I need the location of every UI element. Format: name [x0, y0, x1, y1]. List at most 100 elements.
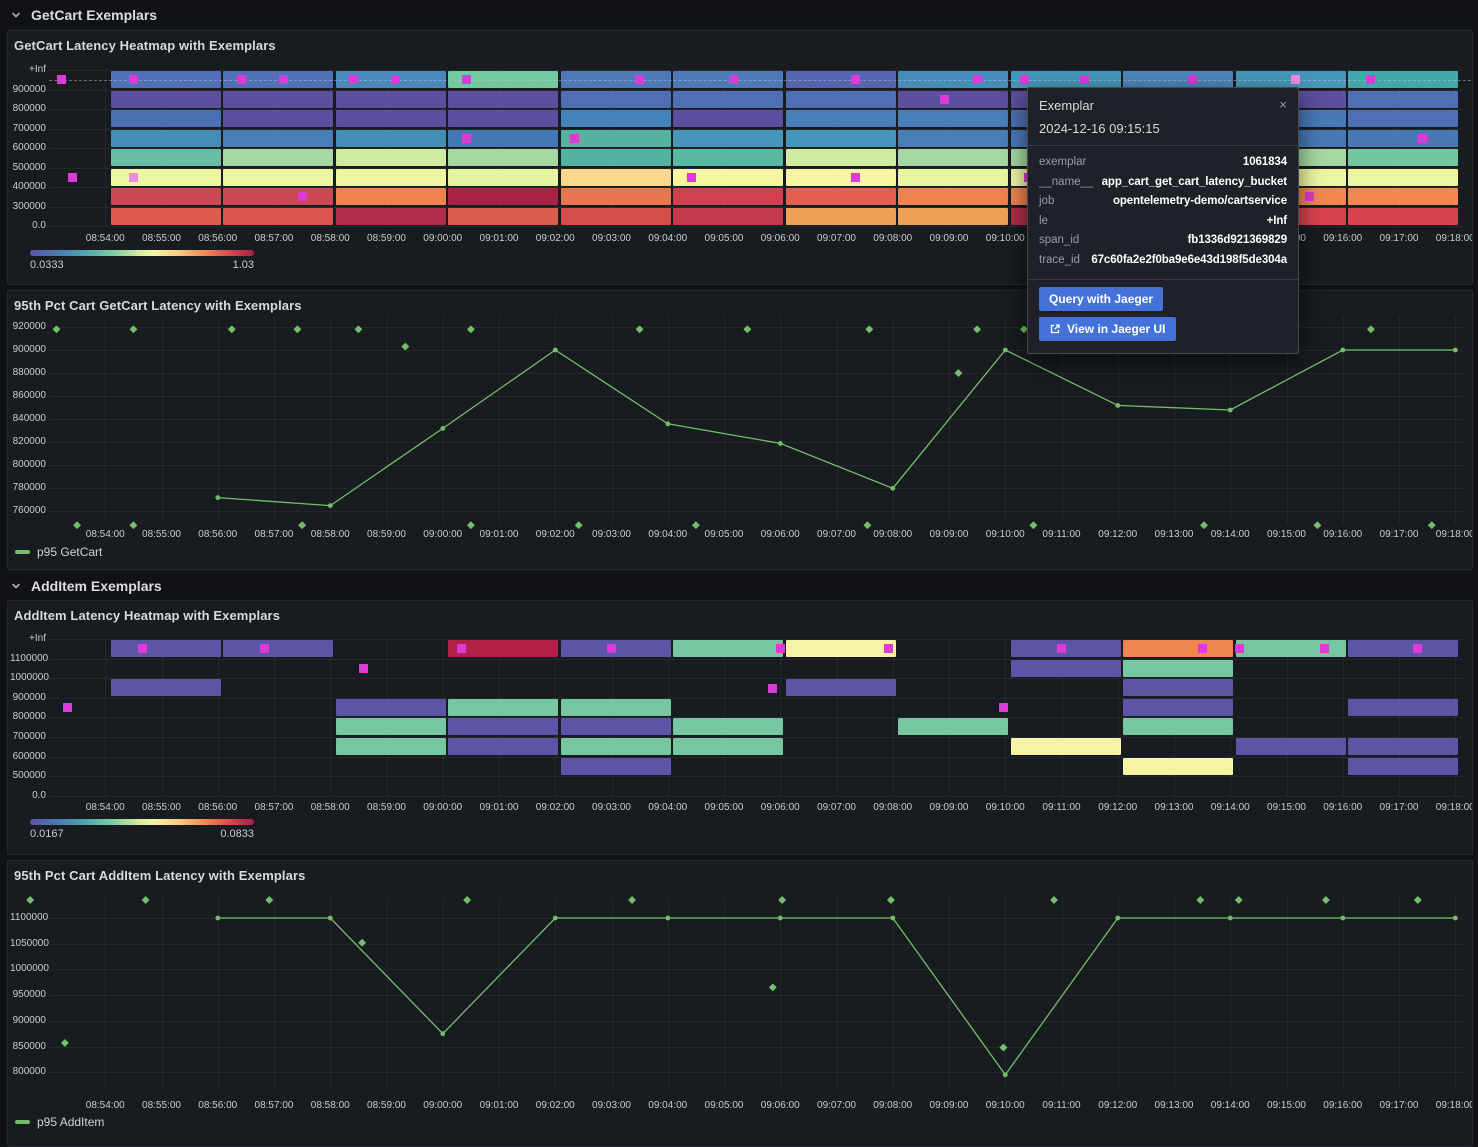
exemplar-diamond-marker[interactable]	[73, 521, 82, 530]
exemplar-diamond-marker[interactable]	[691, 521, 700, 530]
exemplar-marker[interactable]	[768, 683, 778, 693]
exemplar-marker[interactable]	[1197, 644, 1207, 654]
exemplar-marker[interactable]	[128, 172, 138, 182]
exemplar-marker[interactable]	[391, 75, 401, 85]
exemplar-diamond-marker[interactable]	[1234, 896, 1243, 904]
exemplar-marker[interactable]	[349, 75, 359, 85]
exemplar-marker[interactable]	[883, 644, 893, 654]
exemplar-diamond-marker[interactable]	[129, 325, 138, 334]
exemplar-marker[interactable]	[297, 192, 307, 202]
exemplar-diamond-marker[interactable]	[1196, 896, 1205, 904]
legend-label-p95-getcart[interactable]: p95 GetCart	[37, 545, 103, 559]
exemplar-diamond-marker[interactable]	[1413, 896, 1422, 904]
exemplar-diamond-marker[interactable]	[1200, 521, 1208, 530]
exemplar-diamond-marker[interactable]	[466, 325, 475, 334]
chevron-down-icon[interactable]	[10, 580, 22, 592]
row-header-additem[interactable]: AddItem Exemplars	[10, 576, 162, 596]
exemplar-marker[interactable]	[461, 75, 471, 85]
view-in-jaeger-ui-button[interactable]: View in Jaeger UI	[1039, 317, 1176, 341]
exemplar-marker[interactable]	[457, 644, 466, 654]
exemplar-diamond-marker[interactable]	[886, 896, 895, 904]
exemplar-marker[interactable]	[1291, 75, 1301, 85]
exemplar-diamond-marker[interactable]	[768, 983, 777, 992]
exemplar-marker[interactable]	[569, 133, 579, 143]
exemplar-marker[interactable]	[686, 172, 696, 182]
panel-title[interactable]: 95th Pct Cart GetCart Latency with Exemp…	[14, 298, 302, 313]
exemplar-marker[interactable]	[56, 75, 66, 85]
exemplar-marker[interactable]	[939, 94, 949, 104]
legend[interactable]: p95 GetCart	[15, 545, 102, 559]
exemplar-marker[interactable]	[1413, 644, 1423, 654]
exemplar-marker[interactable]	[728, 75, 738, 85]
exemplar-marker[interactable]	[1319, 644, 1329, 654]
exemplar-diamond-marker[interactable]	[52, 325, 61, 334]
exemplar-marker[interactable]	[260, 644, 270, 654]
legend[interactable]: p95 AddItem	[15, 1115, 104, 1129]
exemplar-diamond-marker[interactable]	[743, 325, 752, 334]
exemplar-diamond-marker[interactable]	[1050, 896, 1058, 904]
exemplar-diamond-marker[interactable]	[60, 1038, 69, 1047]
exemplar-diamond-marker[interactable]	[129, 521, 138, 530]
exemplar-marker[interactable]	[1080, 75, 1090, 85]
exemplar-marker[interactable]	[138, 644, 148, 654]
exemplar-diamond-marker[interactable]	[574, 521, 583, 530]
query-with-jaeger-button[interactable]: Query with Jaeger	[1039, 287, 1164, 311]
close-icon[interactable]: ×	[1279, 97, 1287, 112]
grid-line	[611, 70, 613, 226]
exemplar-diamond-marker[interactable]	[298, 521, 307, 530]
exemplar-diamond-marker[interactable]	[293, 325, 302, 334]
exemplar-diamond-marker[interactable]	[26, 896, 35, 904]
exemplar-diamond-marker[interactable]	[778, 896, 787, 904]
exemplar-diamond-marker[interactable]	[1029, 521, 1038, 530]
exemplar-marker[interactable]	[1417, 133, 1427, 143]
additem-heatmap-plot[interactable]: +Inf 1100000 1000000 900000 800000 700000 6000…	[8, 601, 1472, 854]
exemplar-diamond-marker[interactable]	[227, 325, 236, 334]
exemplar-marker[interactable]	[128, 75, 138, 85]
panel-title[interactable]: 95th Pct Cart AddItem Latency with Exemp…	[14, 868, 306, 883]
exemplar-diamond-marker[interactable]	[1313, 521, 1322, 530]
exemplar-diamond-marker[interactable]	[954, 369, 963, 378]
exemplar-diamond-marker[interactable]	[358, 938, 367, 947]
exemplar-marker[interactable]	[850, 172, 860, 182]
exemplar-diamond-marker[interactable]	[354, 325, 363, 334]
exemplar-diamond-marker[interactable]	[1366, 325, 1375, 334]
exemplar-marker[interactable]	[63, 703, 73, 713]
exemplar-marker[interactable]	[1305, 192, 1315, 202]
panel-title[interactable]: GetCart Latency Heatmap with Exemplars	[14, 38, 276, 53]
getcart-latency-plot[interactable]: 920000 900000 880000 860000 840000 820000 8000…	[8, 291, 1472, 569]
exemplar-diamond-marker[interactable]	[628, 896, 637, 904]
exemplar-marker[interactable]	[607, 644, 616, 654]
legend-label-p95-additem[interactable]: p95 AddItem	[37, 1115, 105, 1129]
exemplar-diamond-marker[interactable]	[973, 325, 982, 334]
exemplar-diamond-marker[interactable]	[863, 521, 872, 530]
exemplar-diamond-marker[interactable]	[141, 896, 150, 904]
exemplar-diamond-marker[interactable]	[999, 1043, 1008, 1052]
exemplar-marker[interactable]	[1188, 75, 1198, 85]
exemplar-diamond-marker[interactable]	[466, 521, 475, 530]
exemplar-diamond-marker[interactable]	[463, 896, 472, 904]
exemplar-marker[interactable]	[972, 75, 982, 85]
exemplar-marker[interactable]	[1235, 644, 1245, 654]
panel-title[interactable]: AddItem Latency Heatmap with Exemplars	[14, 608, 281, 623]
exemplar-diamond-marker[interactable]	[401, 342, 410, 351]
additem-latency-plot[interactable]: 1100000 1050000 1000000 950000 900000 850000 8…	[8, 861, 1472, 1146]
exemplar-marker[interactable]	[461, 133, 471, 143]
exemplar-diamond-marker[interactable]	[865, 325, 874, 334]
exemplar-marker[interactable]	[998, 703, 1008, 713]
exemplar-marker[interactable]	[278, 75, 288, 85]
chevron-down-icon[interactable]	[10, 9, 22, 21]
exemplar-diamond-marker[interactable]	[1321, 896, 1330, 904]
row-header-getcart[interactable]: GetCart Exemplars	[10, 5, 157, 25]
exemplar-diamond-marker[interactable]	[635, 325, 644, 334]
exemplar-diamond-marker[interactable]	[1427, 521, 1436, 530]
exemplar-diamond-marker[interactable]	[265, 896, 274, 904]
exemplar-marker[interactable]	[1019, 75, 1029, 85]
exemplar-marker[interactable]	[67, 172, 77, 182]
exemplar-marker[interactable]	[850, 75, 860, 85]
exemplar-marker[interactable]	[358, 663, 368, 673]
exemplar-marker[interactable]	[236, 75, 246, 85]
exemplar-marker[interactable]	[775, 644, 785, 654]
exemplar-marker[interactable]	[1057, 644, 1066, 654]
exemplar-marker[interactable]	[635, 75, 645, 85]
exemplar-marker[interactable]	[1366, 75, 1376, 85]
